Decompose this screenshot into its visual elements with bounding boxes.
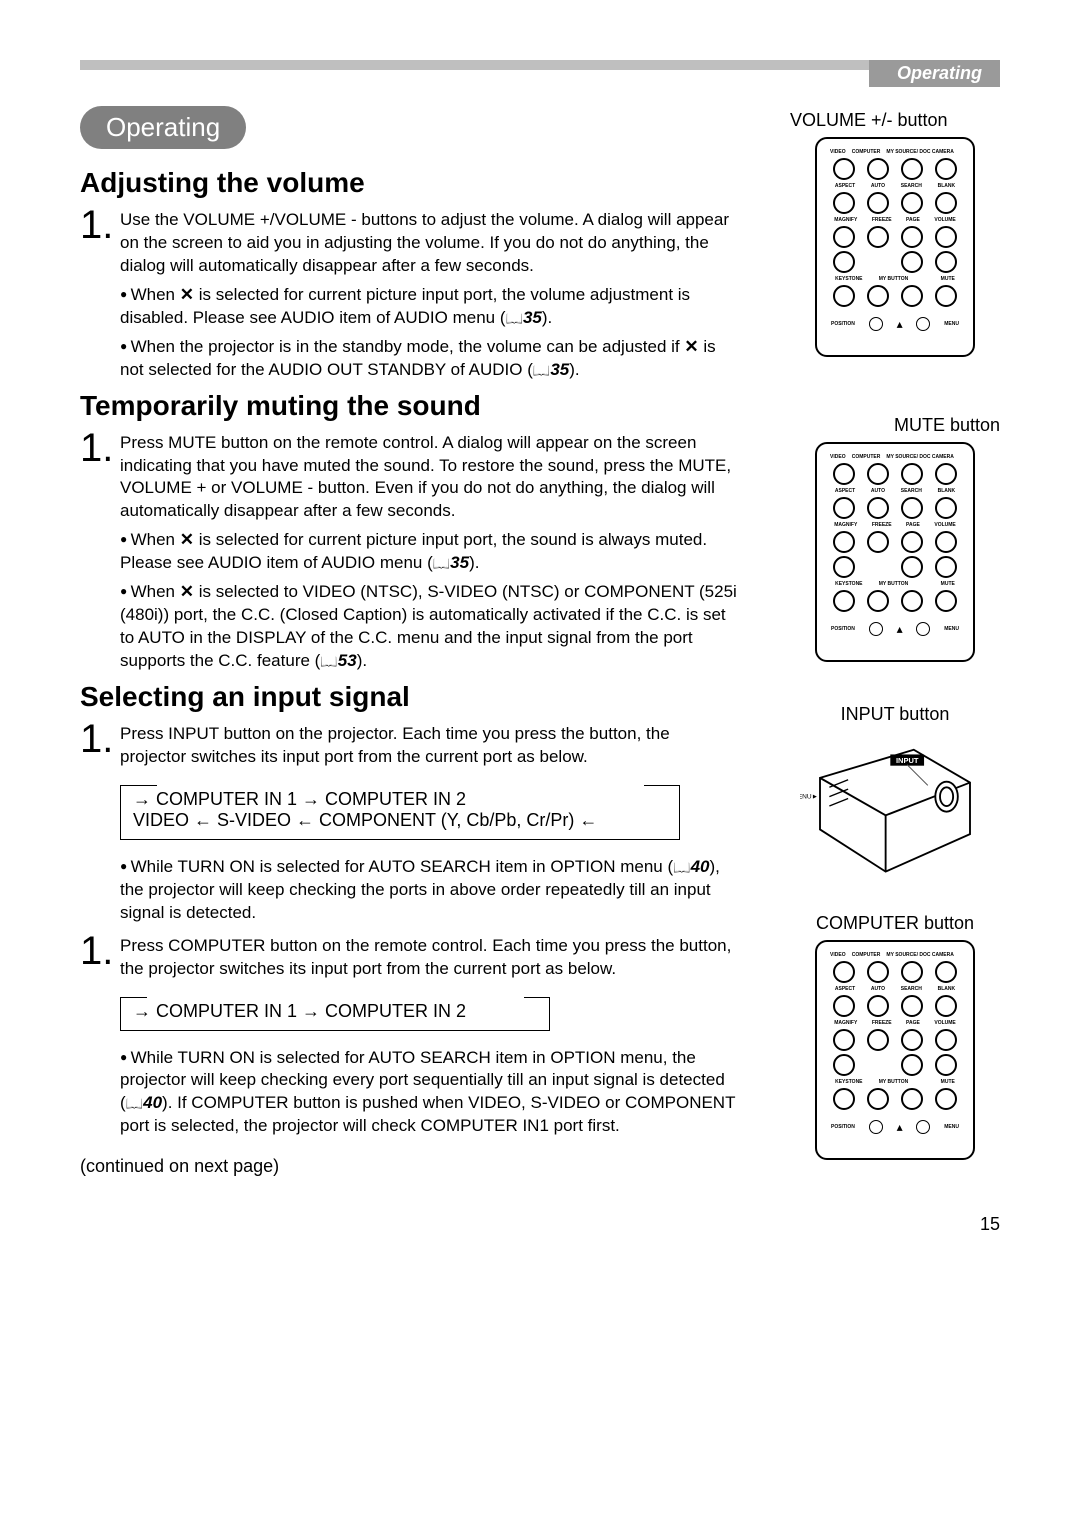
volume-step: 1. Use the VOLUME +/VOLUME - buttons to …: [80, 205, 740, 278]
section-label: Operating: [869, 60, 1000, 87]
main-column: Operating Adjusting the volume 1. Use th…: [80, 106, 740, 1177]
page-number: 15: [80, 1214, 1000, 1235]
mute-step: 1. Press MUTE button on the remote contr…: [80, 428, 740, 524]
side-column: VOLUME +/- button VIDEOCOMPUTERMY SOURCE…: [790, 106, 1000, 1184]
cycle-line: → COMPUTER IN 1 → COMPUTER IN 2: [133, 789, 668, 810]
projector-illustration: INPUT ENU►: [800, 731, 990, 881]
input-bullet-1: While TURN ON is selected for AUTO SEARC…: [120, 856, 740, 925]
step-number: 1.: [80, 205, 120, 245]
input-step-2: 1. Press COMPUTER button on the remote c…: [80, 931, 740, 981]
step-number: 1.: [80, 719, 120, 759]
label-volume-btn: VOLUME +/- button: [790, 110, 1000, 131]
x-icon: ✕: [684, 336, 698, 359]
x-icon: ✕: [180, 529, 194, 552]
step-text: Press MUTE button on the remote control.…: [120, 428, 740, 524]
step-text: Press INPUT button on the projector. Eac…: [120, 719, 740, 769]
header-bar: Operating: [80, 60, 1000, 88]
step-number: 1.: [80, 931, 120, 971]
label-computer-btn: COMPUTER button: [790, 913, 1000, 934]
remote-illustration: VIDEOCOMPUTERMY SOURCE/ DOC CAMERA ASPEC…: [815, 442, 975, 662]
volume-bullets: When ✕ is selected for current picture i…: [120, 284, 740, 382]
x-icon: ✕: [180, 581, 194, 604]
step-text: Press COMPUTER button on the remote cont…: [120, 931, 740, 981]
x-icon: ✕: [180, 284, 194, 307]
operating-pill: Operating: [80, 106, 246, 149]
label-input-btn: INPUT button: [790, 704, 1000, 725]
step-text: Use the VOLUME +/VOLUME - buttons to adj…: [120, 205, 740, 278]
continued-note: (continued on next page): [80, 1156, 740, 1177]
remote-illustration: VIDEOCOMPUTERMY SOURCE/ DOC CAMERA ASPEC…: [815, 137, 975, 357]
mute-bullets: When ✕ is selected for current picture i…: [120, 529, 740, 673]
input-bullet-2: While TURN ON is selected for AUTO SEARC…: [120, 1047, 740, 1139]
remote-illustration: VIDEOCOMPUTERMY SOURCE/ DOC CAMERA ASPEC…: [815, 940, 975, 1160]
input-step-1: 1. Press INPUT button on the projector. …: [80, 719, 740, 769]
title-volume: Adjusting the volume: [80, 167, 740, 199]
step-number: 1.: [80, 428, 120, 468]
svg-text:ENU►: ENU►: [800, 794, 818, 801]
label-mute-btn: MUTE button: [790, 415, 1000, 436]
cycle-line: → COMPUTER IN 1 → COMPUTER IN 2: [133, 1001, 538, 1022]
cycle-diagram-1: → COMPUTER IN 1 → COMPUTER IN 2 VIDEO ← …: [120, 785, 680, 840]
title-input: Selecting an input signal: [80, 681, 740, 713]
cycle-diagram-2: → COMPUTER IN 1 → COMPUTER IN 2: [120, 997, 550, 1031]
cycle-line: VIDEO ← S-VIDEO ← COMPONENT (Y, Cb/Pb, C…: [133, 810, 668, 831]
title-mute: Temporarily muting the sound: [80, 390, 760, 422]
svg-text:INPUT: INPUT: [896, 756, 919, 765]
